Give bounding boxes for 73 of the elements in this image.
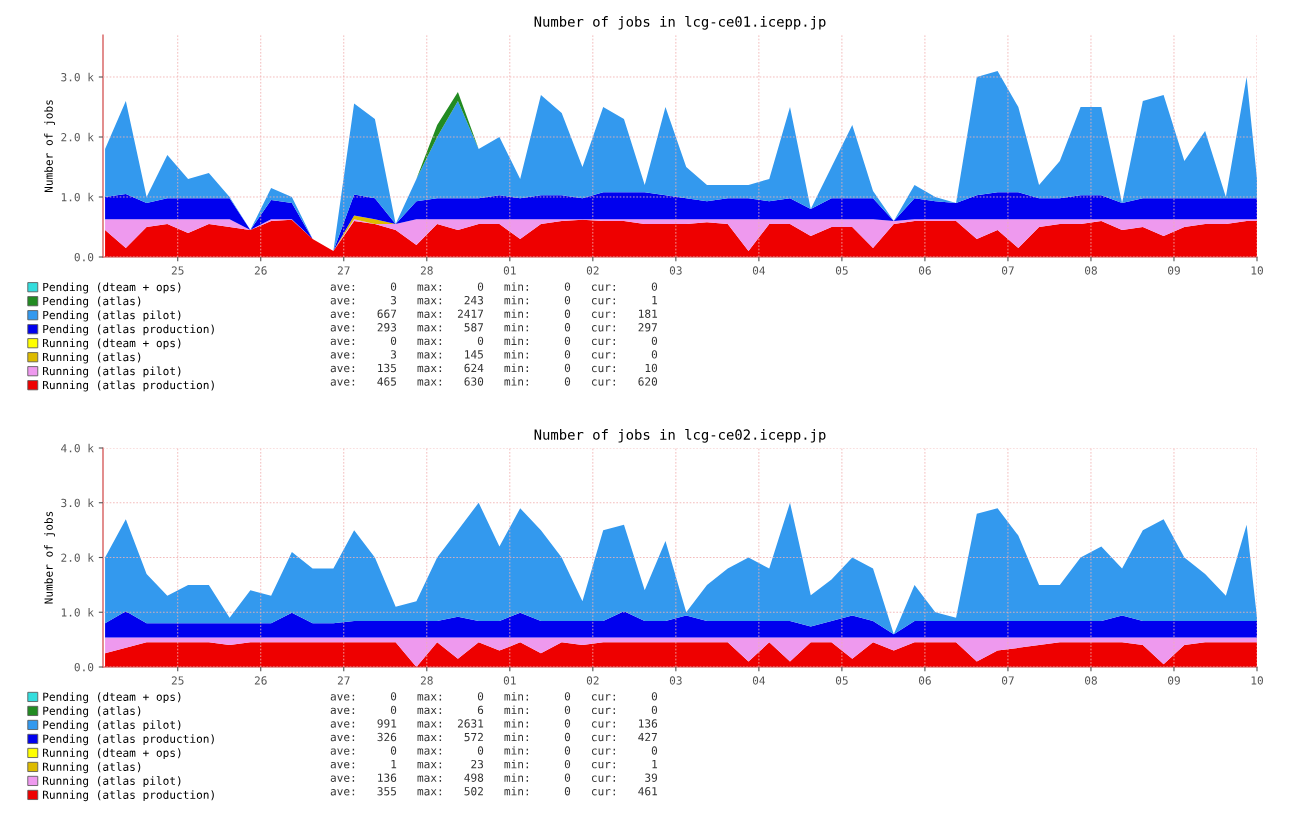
text: ave: 136 max: 498 min: 0 cur: 39 [330, 773, 658, 782]
legend-label: Pending (atlas production) [43, 324, 214, 336]
text: ave: 1 max: 23 min: 0 cur: 1 [330, 759, 658, 769]
x-tick-label: 02 [586, 676, 599, 685]
chart-title: Number of jobs in lcg-ce01.icepp.jp [534, 16, 826, 30]
text: ave: 0 max: 0 min: 0 cur: 0 [330, 746, 658, 755]
text: ave: 135 max: 624 min: 0 cur: 10 [330, 363, 658, 373]
y-tick-label: 0.0 [74, 253, 94, 262]
text: ave: 0 max: 0 min: 0 cur: 0 [330, 691, 658, 701]
x-tick-label: 03 [669, 266, 682, 275]
x-tick-label: 09 [1168, 266, 1180, 275]
x-tick-label: 09 [1168, 676, 1180, 685]
x-tick-label: 06 [918, 266, 931, 275]
x-tick-label: 04 [752, 266, 766, 275]
y-tick-label: 3.0 k [61, 498, 94, 508]
text: ave: 293 max: 587 min: 0 cur: 297 [330, 322, 657, 332]
text: ave: 0 max: 6 min: 0 cur: 0 [330, 705, 658, 715]
x-tick-label: 28 [420, 676, 433, 685]
text: ave: 991 max: 2631 min: 0 cur: 136 [330, 719, 658, 728]
y-tick-label: 0.0 [74, 663, 94, 672]
legend-label: Pending (atlas) [43, 706, 141, 718]
text: ave: 3 max: 243 min: 0 cur: 1 [330, 295, 658, 305]
legend-label: Running (dteam + ops) [43, 748, 181, 760]
x-tick-label: 27 [337, 676, 350, 685]
x-tick-label: 03 [669, 676, 682, 685]
text: ave: 326 max: 572 min: 0 cur: 427 [330, 732, 657, 742]
x-tick-label: 25 [171, 266, 184, 275]
x-tick-label: 08 [1084, 676, 1097, 685]
y-tick-label: 1.0 k [61, 192, 94, 202]
x-tick-label: 27 [337, 266, 350, 275]
x-tick-label: 07 [1001, 266, 1014, 275]
x-tick-label: 01 [503, 266, 516, 275]
x-tick-label: 25 [171, 676, 184, 685]
x-tick-label: 10 [1251, 266, 1263, 275]
y-tick-label: 2.0 k [61, 553, 94, 562]
legend-label: Running (atlas production) [43, 790, 214, 802]
text: ave: 0 max: 0 min: 0 cur: 0 [330, 336, 658, 346]
legend-label: Running (atlas pilot) [43, 366, 181, 378]
x-tick-label: 08 [1084, 266, 1097, 275]
x-tick-label: 10 [1251, 676, 1263, 685]
legend-label: Running (atlas) [43, 762, 141, 774]
text: ave: 667 max: 2417 min: 0 cur: 181 [330, 309, 658, 318]
legend-label: Pending (dteam + ops) [43, 282, 181, 294]
x-tick-label: 28 [420, 266, 433, 275]
x-tick-label: 07 [1001, 676, 1014, 685]
legend-label: Pending (atlas production) [43, 734, 214, 746]
y-axis-title: Number of jobs [44, 511, 55, 604]
legend-label: Pending (atlas pilot) [43, 720, 181, 732]
x-tick-label: 26 [254, 266, 267, 275]
x-tick-label: 06 [918, 676, 931, 685]
text: ave: 3 max: 145 min: 0 cur: 0 [330, 350, 658, 359]
legend-label: Pending (atlas) [43, 296, 141, 308]
x-tick-label: 02 [586, 266, 599, 275]
legend-label: Running (atlas pilot) [43, 776, 181, 788]
y-tick-label: 4.0 k [61, 443, 94, 453]
x-tick-label: 04 [752, 676, 766, 685]
text: ave: 465 max: 630 min: 0 cur: 620 [330, 377, 658, 386]
x-tick-label: 26 [254, 676, 267, 685]
chart-title: Number of jobs in lcg-ce02.icepp.jp [534, 429, 826, 443]
y-axis-title: Number of jobs [44, 100, 55, 193]
y-tick-label: 1.0 k [61, 608, 94, 617]
legend-label: Running (atlas production) [43, 380, 214, 392]
legend-label: Pending (atlas pilot) [43, 310, 181, 322]
y-tick-label: 2.0 k [61, 132, 94, 142]
legend-label: Pending (dteam + ops) [43, 692, 181, 704]
legend-label: Running (atlas) [43, 352, 141, 364]
x-tick-label: 05 [835, 676, 848, 685]
legend-label: Running (dteam + ops) [43, 338, 181, 350]
y-tick-label: 3.0 k [61, 72, 94, 82]
text: ave: 0 max: 0 min: 0 cur: 0 [330, 282, 658, 291]
x-tick-label: 01 [503, 676, 516, 685]
text: ave: 355 max: 502 min: 0 cur: 461 [330, 786, 658, 796]
x-tick-label: 05 [835, 266, 848, 275]
